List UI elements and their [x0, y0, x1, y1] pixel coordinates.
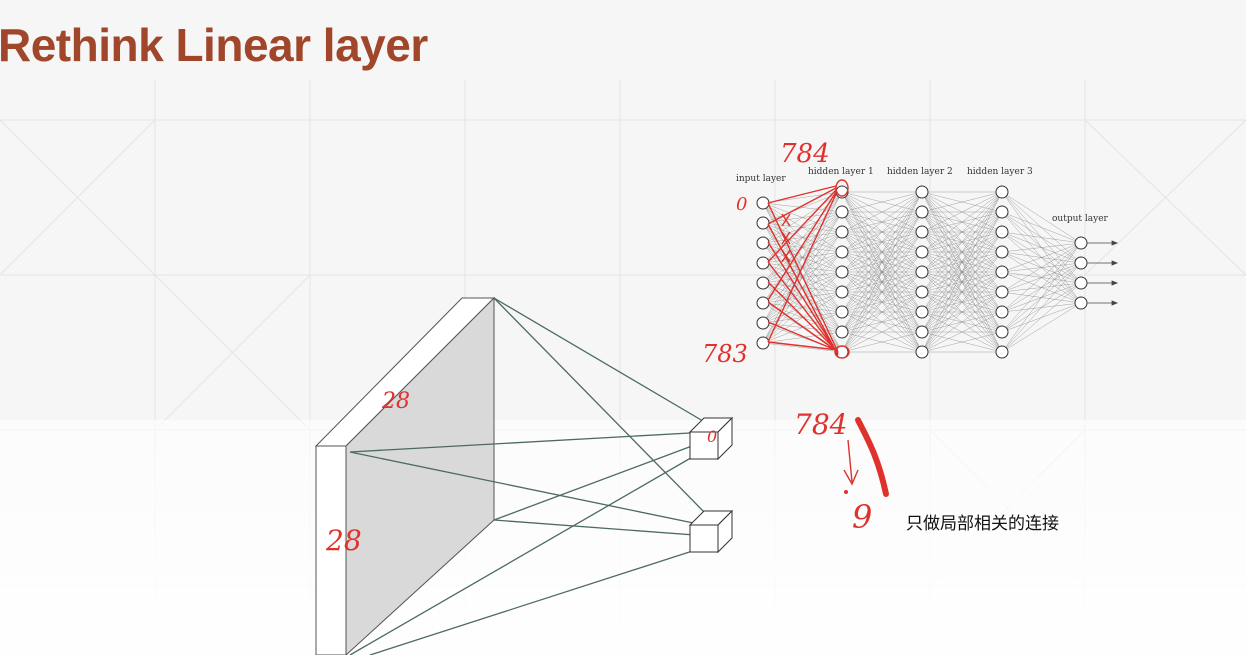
- node-layer0-3: [757, 257, 769, 269]
- node-layer4-2: [1075, 277, 1087, 289]
- node-layer1-5: [836, 286, 848, 298]
- node-layer3-7: [996, 326, 1008, 338]
- node-layer1-3: [836, 246, 848, 258]
- ink-label-cube-0: 0: [707, 427, 717, 446]
- node-layer2-5: [916, 286, 928, 298]
- node-layer3-2: [996, 226, 1008, 238]
- network-edge: [1002, 243, 1081, 352]
- label-input-layer: input layer: [736, 174, 786, 184]
- node-layer0-2: [757, 237, 769, 249]
- output-arrow-head: [1112, 301, 1117, 305]
- node-layer1-2: [836, 226, 848, 238]
- node-layer3-1: [996, 206, 1008, 218]
- node-layer2-4: [916, 266, 928, 278]
- node-layer2-2: [916, 226, 928, 238]
- node-layer0-5: [757, 297, 769, 309]
- output-arrow-head: [1112, 241, 1117, 245]
- output-arrow-head: [1112, 261, 1117, 265]
- node-layer1-7: [836, 326, 848, 338]
- node-layer0-6: [757, 317, 769, 329]
- fully-connected-network: input layer hidden layer 1 hidden layer …: [736, 167, 1117, 358]
- ink-label-28-top: 28: [381, 389, 410, 414]
- node-layer0-1: [757, 217, 769, 229]
- label-hidden-layer-3: hidden layer 3: [967, 167, 1033, 177]
- output-cube-2: [690, 511, 732, 552]
- node-layer4-1: [1075, 257, 1087, 269]
- ink-label-9: 9: [852, 498, 872, 536]
- node-layer3-3: [996, 246, 1008, 258]
- ink-strokes: [844, 420, 886, 494]
- ink-label-784-top: 784: [780, 139, 830, 169]
- ink-label-28-left: 28: [325, 524, 362, 557]
- network-edge: [763, 192, 842, 323]
- node-layer1-6: [836, 306, 848, 318]
- node-layer4-3: [1075, 297, 1087, 309]
- node-layer0-0: [757, 197, 769, 209]
- output-arrows: [1087, 241, 1117, 305]
- network-edge: [1002, 232, 1081, 243]
- label-output-layer: output layer: [1052, 214, 1109, 224]
- node-layer2-3: [916, 246, 928, 258]
- node-layer4-0: [1075, 237, 1087, 249]
- node-layer3-8: [996, 346, 1008, 358]
- node-layer1-1: [836, 206, 848, 218]
- node-layer3-4: [996, 266, 1008, 278]
- node-layer3-6: [996, 306, 1008, 318]
- output-arrow-head: [1112, 281, 1117, 285]
- node-layer2-6: [916, 306, 928, 318]
- node-layer0-4: [757, 277, 769, 289]
- node-layer2-7: [916, 326, 928, 338]
- node-layer2-8: [916, 346, 928, 358]
- ink-arrow-down: [844, 440, 858, 484]
- node-layer0-7: [757, 337, 769, 349]
- node-layer3-5: [996, 286, 1008, 298]
- ink-dot: [845, 491, 848, 494]
- caption-local-connections: 只做局部相关的连接: [906, 509, 1059, 534]
- label-hidden-layer-2: hidden layer 2: [887, 167, 953, 177]
- ink-label-783: 783: [702, 340, 748, 368]
- ink-label-0: 0: [736, 194, 747, 215]
- ink-label-784-right: 784: [794, 408, 847, 441]
- node-layer3-0: [996, 186, 1008, 198]
- node-layer2-1: [916, 206, 928, 218]
- network-edge: [1002, 283, 1081, 352]
- local-connection-diagram: [316, 298, 732, 655]
- network-edge: [1002, 243, 1081, 312]
- node-layer2-0: [916, 186, 928, 198]
- node-layer1-4: [836, 266, 848, 278]
- ink-vertical-mark: [858, 420, 886, 494]
